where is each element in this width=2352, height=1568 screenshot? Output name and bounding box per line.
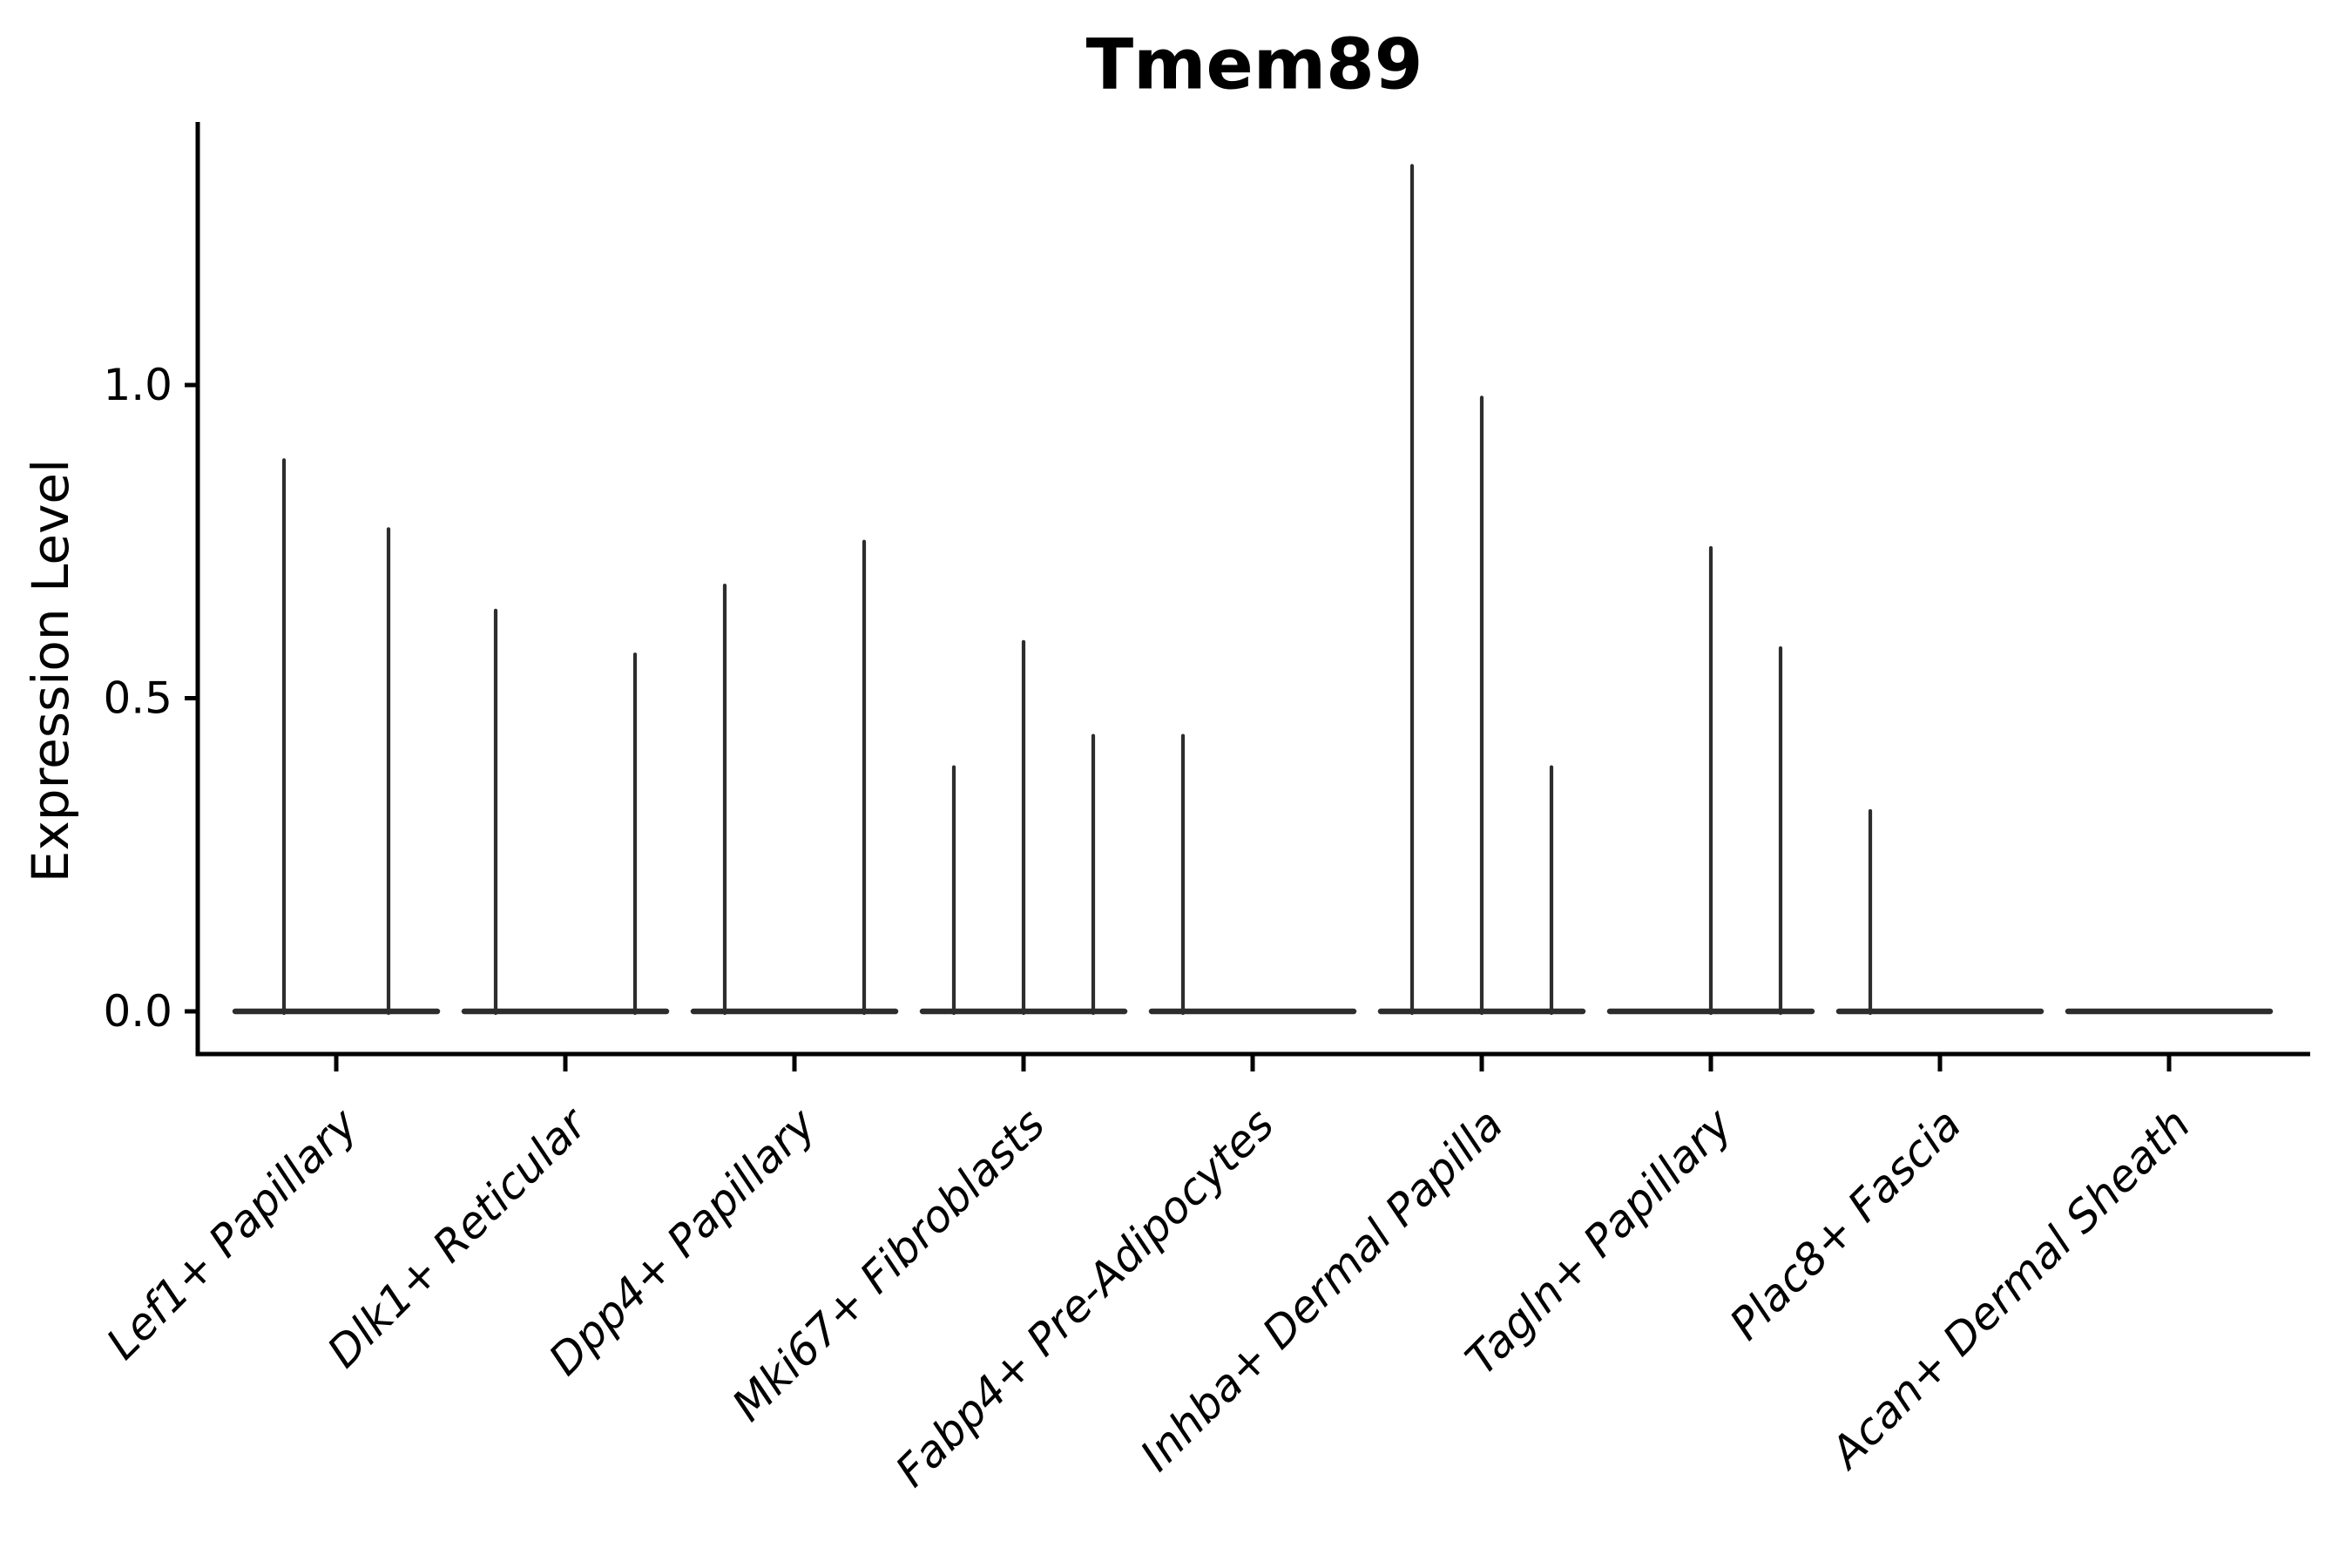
- x-tick-label: Plac8+ Fascia: [1720, 1098, 1971, 1349]
- x-tick-label: Fabp4+ Pre-Adipocytes: [886, 1098, 1284, 1497]
- x-tick-label: Lef1+ Papillary: [97, 1098, 368, 1369]
- y-axis: 0.0 0.5 1.0: [103, 360, 198, 1037]
- violins: [232, 164, 2274, 1016]
- plot-title: Tmem89: [1086, 24, 1423, 105]
- y-tick-label: 0.5: [103, 673, 172, 724]
- y-axis-label: Expression Level: [21, 459, 80, 882]
- x-tick-label: Inhba+ Dermal Papilla: [1131, 1098, 1512, 1480]
- y-tick-label: 1.0: [103, 360, 172, 410]
- y-tick-label: 0.0: [103, 986, 172, 1037]
- axis-spines: [195, 122, 2310, 1057]
- x-tick-label: Acan+ Dermal Sheath: [1820, 1098, 2200, 1479]
